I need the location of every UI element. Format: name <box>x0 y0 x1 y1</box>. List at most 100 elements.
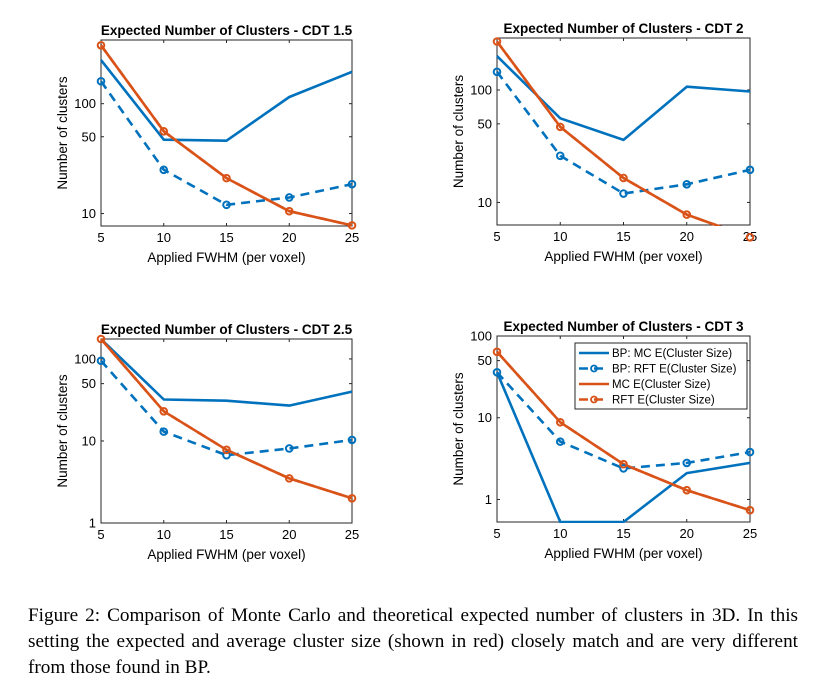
series-line-bp_mc <box>496 371 751 523</box>
data-point-bp_rft <box>96 76 106 86</box>
x-tick-label: 5 <box>493 526 500 541</box>
plot-area <box>100 39 353 227</box>
x-axis-label: Applied FWHM (per voxel) <box>147 547 305 562</box>
data-point-bp_rft <box>159 165 169 175</box>
data-point-bp_rft <box>682 458 692 468</box>
y-tick-label: 10 <box>82 433 96 448</box>
chart-panel-2: 5 10 15 20 25 10 50 100 Expected Number of Clust… <box>451 21 757 264</box>
series-line-rft <box>496 40 723 226</box>
data-point-rft <box>96 334 106 344</box>
x-tick-label: 10 <box>157 230 171 245</box>
legend-label-bp_mc: BP: MC E(Cluster Size) <box>612 348 732 360</box>
data-point-rft <box>492 37 502 46</box>
x-tick-label: 25 <box>743 526 757 541</box>
data-point-bp_rft <box>159 427 169 436</box>
data-point-rft <box>682 485 692 495</box>
data-point-rft <box>222 173 231 183</box>
series-group <box>100 338 353 500</box>
data-point-rft <box>96 41 106 50</box>
data-point-bp_rft <box>284 444 294 453</box>
data-point-bp_rft <box>222 450 231 460</box>
y-tick-label: 50 <box>478 116 492 131</box>
series-group <box>496 40 751 226</box>
x-tick-label: 15 <box>616 229 630 244</box>
x-tick-label: 15 <box>219 527 233 542</box>
y-tick-label: 1 <box>89 516 96 531</box>
x-tick-label: 15 <box>616 526 630 541</box>
chart-panel-4: 5 10 15 20 25 1 10 50 100 Expected Number of Clus… <box>451 319 757 561</box>
data-point-bp_rft <box>284 193 294 202</box>
data-point-bp_rft <box>682 179 692 189</box>
y-tick-label: 50 <box>82 129 96 144</box>
x-tick-label: 5 <box>97 527 104 542</box>
data-point-bp_rft <box>96 356 106 366</box>
data-point-bp_rft <box>492 367 502 377</box>
data-point-rft <box>284 206 294 216</box>
legend-label-mc: MC E(Cluster Size) <box>612 379 711 391</box>
x-tick-label: 20 <box>282 230 296 245</box>
x-tick-label: 20 <box>282 527 296 542</box>
data-point-rft <box>555 417 565 427</box>
x-tick-label: 10 <box>553 229 567 244</box>
x-axis-label: Applied FWHM (per voxel) <box>544 546 702 561</box>
chart-panel-3: 5 10 15 20 25 1 10 50 100 Expected Number of Clus… <box>55 322 359 562</box>
x-tick-label: 10 <box>157 527 171 542</box>
series-line-bp_mc <box>100 338 353 407</box>
series-line-bp_rft <box>496 371 751 470</box>
y-tick-label: 10 <box>478 195 492 210</box>
y-tick-label: 1 <box>485 492 492 507</box>
legend-marker-rft <box>590 395 598 404</box>
data-point-bp_rft <box>555 151 565 161</box>
data-point-bp_rft <box>347 435 357 445</box>
data-point-rft <box>347 221 357 230</box>
data-point-rft <box>159 406 169 416</box>
x-tick-label: 5 <box>97 230 104 245</box>
y-tick-label: 10 <box>478 410 492 425</box>
x-axis-label: Applied FWHM (per voxel) <box>544 249 702 264</box>
data-point-rft <box>555 122 565 132</box>
series-line-rft <box>100 338 353 500</box>
series-line-rft <box>100 44 353 227</box>
data-point-bp_rft <box>222 200 231 210</box>
data-point-rft <box>159 127 169 136</box>
data-point-rft <box>682 210 692 219</box>
data-point-rft <box>222 445 231 455</box>
x-tick-label: 25 <box>743 229 757 244</box>
series-group <box>100 44 353 227</box>
y-axis-label: Number of clusters <box>55 374 70 488</box>
y-axis-label: Number of clusters <box>55 76 70 190</box>
data-point-rft <box>492 347 502 357</box>
plot-area <box>100 338 353 524</box>
data-point-bp_rft <box>619 464 628 473</box>
data-point-rft <box>619 173 628 183</box>
data-point-rft <box>745 232 755 242</box>
y-tick-label: 100 <box>470 82 492 97</box>
y-tick-label: 10 <box>82 206 96 221</box>
chart-title: Expected Number of Clusters - CDT 1.5 <box>101 23 353 38</box>
legend-label-rft: RFT E(Cluster Size) <box>612 395 715 407</box>
data-point-rft <box>619 459 628 469</box>
data-point-rft <box>284 474 294 483</box>
legend: BP: MC E(Cluster Size) BP: RFT E(Cluster … <box>574 342 748 410</box>
data-point-bp_rft <box>745 165 755 175</box>
data-point-bp_rft <box>745 447 755 457</box>
series-line-bp_rft <box>100 359 353 457</box>
series-line-bp_rft <box>100 80 353 207</box>
x-tick-label: 25 <box>345 230 359 245</box>
chart-title: Expected Number of Clusters - CDT 3 <box>503 319 744 334</box>
data-point-bp_rft <box>492 67 502 77</box>
y-tick-label: 50 <box>82 376 96 391</box>
data-point-rft <box>347 494 357 503</box>
series-line-bp_mc <box>100 59 353 142</box>
y-axis-label: Number of clusters <box>451 372 466 486</box>
x-tick-label: 15 <box>219 230 233 245</box>
x-axis-label: Applied FWHM (per voxel) <box>147 250 305 265</box>
y-axis-label: Number of clusters <box>451 75 466 189</box>
x-tick-label: 10 <box>553 526 567 541</box>
data-point-bp_rft <box>619 189 628 198</box>
data-point-bp_rft <box>347 179 357 189</box>
y-tick-label: 100 <box>74 96 96 111</box>
legend-marker-bp_rft <box>590 364 598 373</box>
